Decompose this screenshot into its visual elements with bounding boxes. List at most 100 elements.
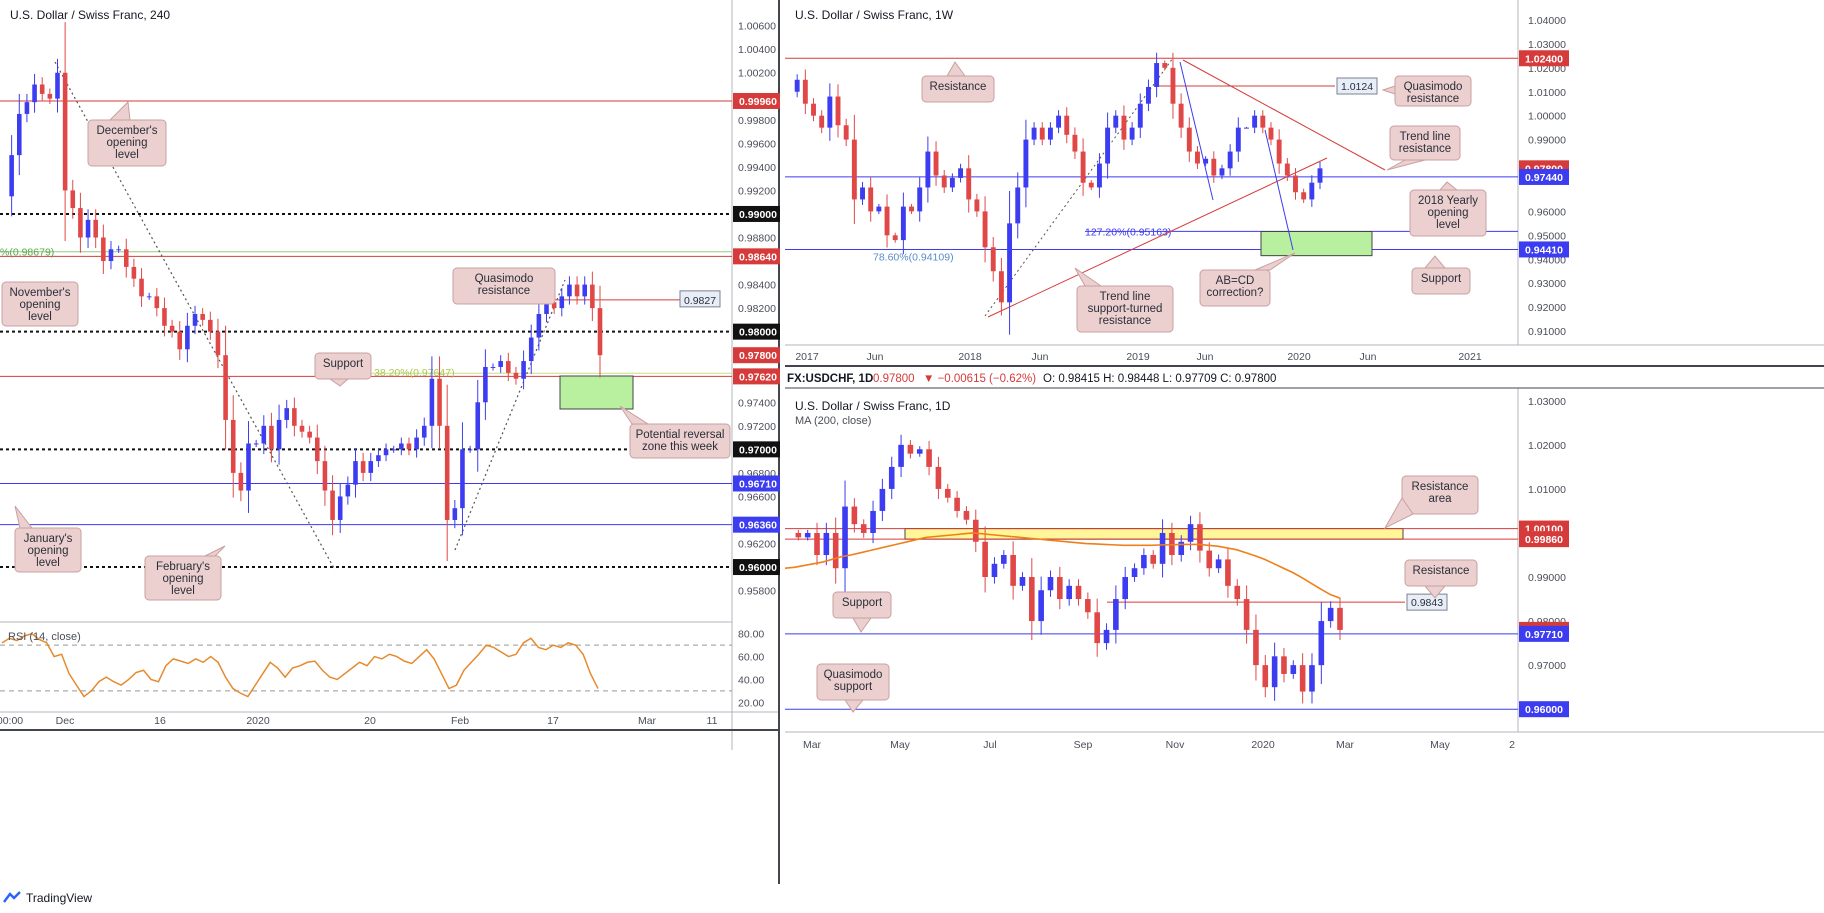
d-callout-resistance-area-label-line: Resistance <box>1412 481 1469 493</box>
h4-x-tick: 00:00 <box>0 715 23 727</box>
d-candle <box>1047 577 1054 591</box>
w-candle <box>1162 63 1168 68</box>
d-candle <box>1178 541 1185 555</box>
h4-rsi-label: RSI (14, close) <box>8 631 81 643</box>
h4-candle <box>276 419 282 450</box>
weekly-chart[interactable]: 1.040001.030001.020001.010001.000000.990… <box>785 0 1824 368</box>
h4-callout-feb-label-line: opening <box>163 573 204 585</box>
daily-chart[interactable]: FX:USDCHF, 1D 0.97800 ▼ −0.00615 (−0.62%) O… <box>784 368 1824 884</box>
w-candle <box>1170 67 1176 104</box>
d-candle <box>926 449 932 467</box>
h4-candle <box>429 378 435 426</box>
w-candle <box>1301 192 1307 200</box>
w-callout-yearly-tail <box>1438 181 1459 191</box>
d-candle <box>1000 555 1007 564</box>
d-candle <box>870 510 876 533</box>
w-candle <box>1137 103 1143 128</box>
d-candle <box>935 466 942 489</box>
h4-callout-december-label-line: December's <box>97 125 158 137</box>
w-candle <box>998 271 1004 303</box>
w-candle <box>1186 127 1192 152</box>
h4-candle <box>32 84 37 103</box>
d-candle <box>832 532 839 569</box>
w-candle <box>1015 187 1021 224</box>
d-candle <box>1271 656 1278 688</box>
d-y-tick: 0.99000 <box>1528 572 1566 584</box>
h4-candle <box>337 496 343 520</box>
d-candle <box>1094 612 1100 644</box>
d-x-tick: Sep <box>1074 739 1093 751</box>
w-trendline-support <box>987 157 1328 318</box>
w-candle <box>925 151 931 188</box>
w-callout-yearly-label-line: 2018 Yearly <box>1418 195 1478 207</box>
h4-y-tick: 0.97200 <box>738 421 776 433</box>
h4-callout-november-label-line: opening <box>20 299 61 311</box>
h4-candle <box>70 190 76 209</box>
h4-callout-november-label-line: level <box>28 311 52 323</box>
w-callout-support-tail <box>1423 255 1447 269</box>
w-candle <box>802 79 808 104</box>
w-abcd-leg <box>1179 61 1214 201</box>
h4-candle <box>131 266 137 279</box>
w-trendline-resistance <box>1182 59 1386 171</box>
w-candle <box>1007 223 1013 303</box>
h4-candle <box>467 449 473 451</box>
d-symbol: FX:USDCHF, 1D <box>787 373 873 385</box>
w-candle <box>1268 127 1274 140</box>
w-candle <box>1096 163 1102 188</box>
w-qm-tag: 1.0124 <box>1341 81 1373 93</box>
w-callout-yearly-label-line: level <box>1436 219 1460 231</box>
weekly-chart-panel[interactable]: 1.04000 1.03000 1.02000 1.01000 1.00000 0.990… <box>785 0 1824 368</box>
h4-candle <box>47 93 53 99</box>
d-y-tick: 1.03000 <box>1528 396 1566 408</box>
h4-candle <box>169 325 175 332</box>
w-candle <box>851 139 857 200</box>
h4-callout-december-tail <box>108 100 131 121</box>
h4-callout-november-box <box>1 281 79 327</box>
d-candle <box>1057 577 1063 600</box>
d-candle <box>982 541 988 578</box>
d-price-flag: 0.96000 <box>1525 704 1563 716</box>
d-y-tick: 0.97000 <box>1528 660 1566 672</box>
w-y-tick: 0.99000 <box>1528 135 1566 147</box>
daily-chart-panel[interactable]: FX:USDCHF, 1D 0.97800 ▼ −0.00615 (−0.62%) O… <box>784 368 1824 884</box>
h4-callout-prz-box <box>629 423 731 459</box>
d-candle <box>1243 599 1250 630</box>
h4-callout-qm-box <box>452 267 556 305</box>
w-candle <box>1235 127 1241 152</box>
h4-candle <box>368 461 374 473</box>
h4-price-flag: 0.97800 <box>739 350 777 362</box>
d-candle <box>1169 532 1175 555</box>
h4-callout-feb-label-line: February's <box>156 561 210 573</box>
h4-chart[interactable]: 1.00600 1.00400 1.00200 0.99800 0.99600 0.994… <box>0 0 783 884</box>
h4-price-flag: 0.97620 <box>739 371 777 383</box>
d-x-tick: Jul <box>983 739 996 751</box>
h4-callout-december-label-line: level <box>115 149 139 161</box>
h4-candle <box>437 378 442 426</box>
w-candle <box>909 206 914 212</box>
w-candle <box>917 187 923 212</box>
h4-candle <box>238 472 244 491</box>
d-x-tick: Nov <box>1166 739 1185 751</box>
w-candle <box>1284 163 1290 176</box>
h4-title: U.S. Dollar / Swiss Franc, 240 <box>10 8 170 22</box>
d-candle <box>851 506 858 525</box>
h4-candle <box>292 408 297 426</box>
w-candle <box>1317 168 1323 183</box>
w-price-flag: 0.94410 <box>1525 244 1563 256</box>
h4-candle <box>101 237 106 262</box>
w-candle <box>876 206 882 212</box>
w-callout-trend-support-label-line: Trend line <box>1100 291 1151 303</box>
h4-callout-december-label-line: opening <box>107 137 148 149</box>
w-x-tick: Jun <box>1197 351 1214 363</box>
h4-price-flag: 0.97000 <box>739 444 777 456</box>
w-x-tick: 2021 <box>1458 351 1482 363</box>
d-callout-resistance-tail <box>1423 585 1447 599</box>
h4-candle <box>208 319 213 332</box>
h4-chart-panel[interactable]: 1.00600 1.00400 1.00200 0.99800 0.99600 0.994… <box>0 0 783 884</box>
h4-x-tick: Dec <box>56 715 75 727</box>
h4-price-flag: 0.98640 <box>739 251 777 263</box>
w-callout-resistance-label-line: Resistance <box>930 81 987 93</box>
h4-price-flag-bg <box>733 323 783 340</box>
footer: TradingView <box>0 886 1824 908</box>
